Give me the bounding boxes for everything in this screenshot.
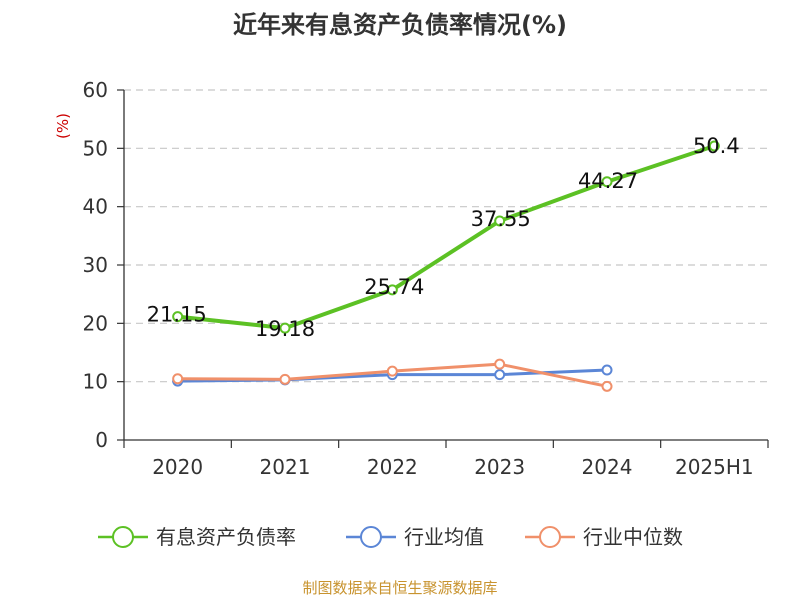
data-point	[279, 373, 291, 385]
y-tick-label: 20	[83, 311, 108, 335]
data-point	[494, 358, 506, 370]
data-point	[601, 176, 613, 188]
data-point	[494, 369, 506, 381]
legend-label: 行业中位数	[583, 525, 683, 549]
y-tick-label: 30	[83, 253, 108, 277]
data-point	[172, 311, 184, 323]
data-point	[386, 284, 398, 296]
data-point	[708, 140, 720, 152]
data-point	[601, 380, 613, 392]
legend-marker	[112, 526, 134, 548]
legend-marker	[360, 526, 382, 548]
data-label: 19.18	[255, 317, 315, 341]
x-tick-label: 2020	[152, 455, 203, 479]
grid	[124, 89, 768, 383]
chart-title: 近年来有息资产负债率情况(%)	[233, 11, 567, 39]
y-tick-label: 40	[83, 195, 108, 219]
data-label: 50.4	[693, 134, 740, 158]
y-axis-unit: (%)	[54, 113, 72, 139]
y-tick-label: 50	[83, 136, 108, 160]
legend[interactable]: 有息资产负债率 行业均值 行业中位数	[98, 525, 683, 549]
x-tick-label: 2021	[260, 455, 311, 479]
data-point	[601, 364, 613, 376]
series-line	[175, 144, 717, 331]
data-label: 21.15	[147, 303, 207, 327]
legend-item[interactable]: 行业中位数	[525, 525, 683, 549]
x-tick-label: 2022	[367, 455, 418, 479]
legend-label: 有息资产负债率	[156, 525, 296, 549]
axes: 0 10 20 30 40 50 60 2020 2021 2022 2023 2024 2025H1	[83, 78, 769, 479]
data-point	[172, 373, 184, 385]
data-point	[279, 322, 291, 334]
data-label: 25.74	[364, 275, 424, 299]
data-point	[494, 215, 506, 227]
data-label: 44.27	[578, 169, 638, 193]
data-labels: 21.15 19.18 25.74 37.55 44.27 50.4	[147, 134, 740, 341]
source-note: 制图数据来自恒生聚源数据库	[302, 579, 497, 597]
legend-label: 行业均值	[404, 525, 484, 549]
legend-item[interactable]: 行业均值	[346, 525, 484, 549]
legend-item[interactable]: 有息资产负债率	[98, 525, 296, 549]
x-tick-label: 2023	[474, 455, 525, 479]
x-tick-label: 2024	[582, 455, 633, 479]
series	[172, 140, 720, 392]
legend-marker	[539, 526, 561, 548]
y-tick-label: 10	[83, 370, 108, 394]
data-point	[386, 365, 398, 377]
y-tick-label: 0	[95, 428, 108, 452]
data-label: 37.55	[471, 207, 531, 231]
x-tick-label: 2025H1	[675, 455, 754, 479]
y-tick-label: 60	[83, 78, 108, 102]
